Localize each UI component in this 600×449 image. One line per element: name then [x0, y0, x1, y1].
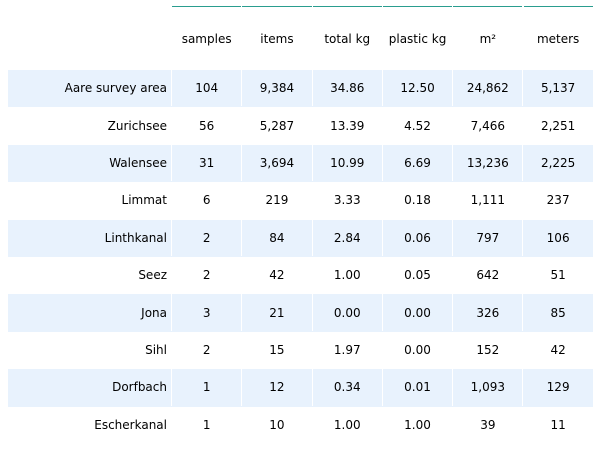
- column-header: meters: [536, 32, 580, 46]
- table-cell: 42: [241, 256, 311, 294]
- column-header: total kg: [324, 32, 371, 46]
- table-cell: 1: [171, 369, 241, 406]
- row-label: Sihl: [145, 342, 167, 357]
- table-cell: 0.34: [311, 369, 382, 406]
- table-cell: 1,111: [452, 182, 522, 219]
- table-cell: 0.18: [381, 182, 452, 219]
- table-cell: 56: [171, 107, 241, 144]
- table-cell: 0.06: [381, 219, 452, 256]
- top-rule-row: [8, 0, 593, 8]
- table-row: Escherkanal 1 10 1.00 1.00 39 11: [8, 406, 593, 444]
- column-header: samples: [181, 32, 232, 46]
- row-label: Aare survey area: [64, 81, 167, 96]
- table-cell: 1.00: [311, 406, 382, 443]
- table-row: Limmat 6 219 3.33 0.18 1,111 237: [8, 182, 593, 220]
- table-row: Aare survey area 104 9,384 34.86 12.50 24,862…: [8, 70, 593, 108]
- table-row: Sihl 2 15 1.97 0.00 152 42: [8, 331, 593, 370]
- row-label: Walensee: [109, 155, 167, 170]
- table-cell: 2: [171, 256, 241, 294]
- table-cell: 5,287: [241, 107, 311, 144]
- table-cell: 642: [452, 256, 522, 294]
- table-cell: 1.00: [381, 406, 452, 443]
- table-row: Dorfbach 1 12 0.34 0.01 1,093 129: [8, 369, 593, 407]
- table-cell: 10: [241, 406, 311, 443]
- column-header: plastic kg: [388, 32, 447, 46]
- table-cell: 3.33: [311, 182, 382, 219]
- table-cell: 13,236: [452, 144, 522, 182]
- table-cell: 10.99: [311, 144, 382, 182]
- table-row: Jona 3 21 0.00 0.00 326 85: [8, 294, 593, 332]
- row-label: Zurichsee: [107, 118, 167, 133]
- summary-table: samples items total kg plastic kg m² meters A…: [8, 0, 593, 444]
- row-label: Seez: [138, 268, 167, 283]
- column-top-rule: [242, 6, 312, 7]
- table-cell: 6.69: [381, 144, 452, 182]
- table-body: Aare survey area 104 9,384 34.86 12.50 24,862…: [8, 70, 593, 444]
- column-top-rule: [382, 6, 453, 7]
- table-cell: 237: [522, 182, 592, 219]
- table-cell: 15: [241, 331, 311, 369]
- table-cell: 5,137: [522, 70, 592, 107]
- table-cell: 51: [522, 256, 592, 294]
- table-cell: 1,093: [452, 369, 522, 406]
- table-cell: 9,384: [241, 70, 311, 107]
- table-cell: 39: [452, 406, 522, 443]
- table-cell: 31: [171, 144, 241, 182]
- table-row: Linthkanal 2 84 2.84 0.06 797 106: [8, 219, 593, 257]
- table-cell: 12: [241, 369, 311, 406]
- column-header-blank: [8, 8, 171, 70]
- table-cell: 1.97: [311, 331, 382, 369]
- row-label: Jona: [141, 305, 167, 320]
- row-label: Dorfbach: [112, 380, 167, 395]
- column-header: items: [260, 32, 294, 46]
- table-cell: 13.39: [311, 107, 382, 144]
- column-top-rule: [453, 6, 523, 7]
- table-cell: 84: [241, 219, 311, 256]
- column-top-rule: [523, 6, 593, 7]
- table-cell: 2,251: [522, 107, 592, 144]
- table-cell: 85: [522, 294, 592, 331]
- table-cell: 0.00: [381, 331, 452, 369]
- table-cell: 11: [522, 406, 592, 443]
- table-cell: 0.00: [381, 294, 452, 331]
- table-cell: 3,694: [241, 144, 311, 182]
- table-cell: 2.84: [311, 219, 382, 256]
- row-label: Escherkanal: [94, 417, 167, 432]
- table-cell: 42: [522, 331, 592, 369]
- table-cell: 326: [452, 294, 522, 331]
- table-cell: 12.50: [381, 70, 452, 107]
- table-cell: 106: [522, 219, 592, 256]
- row-label: Linthkanal: [104, 230, 167, 245]
- table-cell: 2: [171, 219, 241, 256]
- column-header: m²: [479, 32, 497, 46]
- table-cell: 152: [452, 331, 522, 369]
- table-cell: 797: [452, 219, 522, 256]
- table-cell: 2: [171, 331, 241, 369]
- table-row: Walensee 31 3,694 10.99 6.69 13,236 2,225: [8, 144, 593, 183]
- header-row: samples items total kg plastic kg m² meters: [8, 8, 593, 70]
- table-cell: 21: [241, 294, 311, 331]
- column-top-rule: [172, 6, 242, 7]
- table-cell: 2,225: [522, 144, 592, 182]
- table-cell: 0.01: [381, 369, 452, 406]
- column-top-rule: [312, 6, 382, 7]
- table-row: Zurichsee 56 5,287 13.39 4.52 7,466 2,251: [8, 107, 593, 145]
- table-cell: 34.86: [311, 70, 382, 107]
- table-cell: 104: [171, 70, 241, 107]
- table-cell: 129: [522, 369, 592, 406]
- table-cell: 0.00: [311, 294, 382, 331]
- table-cell: 24,862: [452, 70, 522, 107]
- table-cell: 6: [171, 182, 241, 219]
- table-cell: 1.00: [311, 256, 382, 294]
- table-cell: 1: [171, 406, 241, 443]
- table-cell: 3: [171, 294, 241, 331]
- row-label: Limmat: [121, 193, 167, 208]
- table-cell: 7,466: [452, 107, 522, 144]
- table-row: Seez 2 42 1.00 0.05 642 51: [8, 256, 593, 295]
- table-cell: 0.05: [381, 256, 452, 294]
- table-cell: 219: [241, 182, 311, 219]
- table-cell: 4.52: [381, 107, 452, 144]
